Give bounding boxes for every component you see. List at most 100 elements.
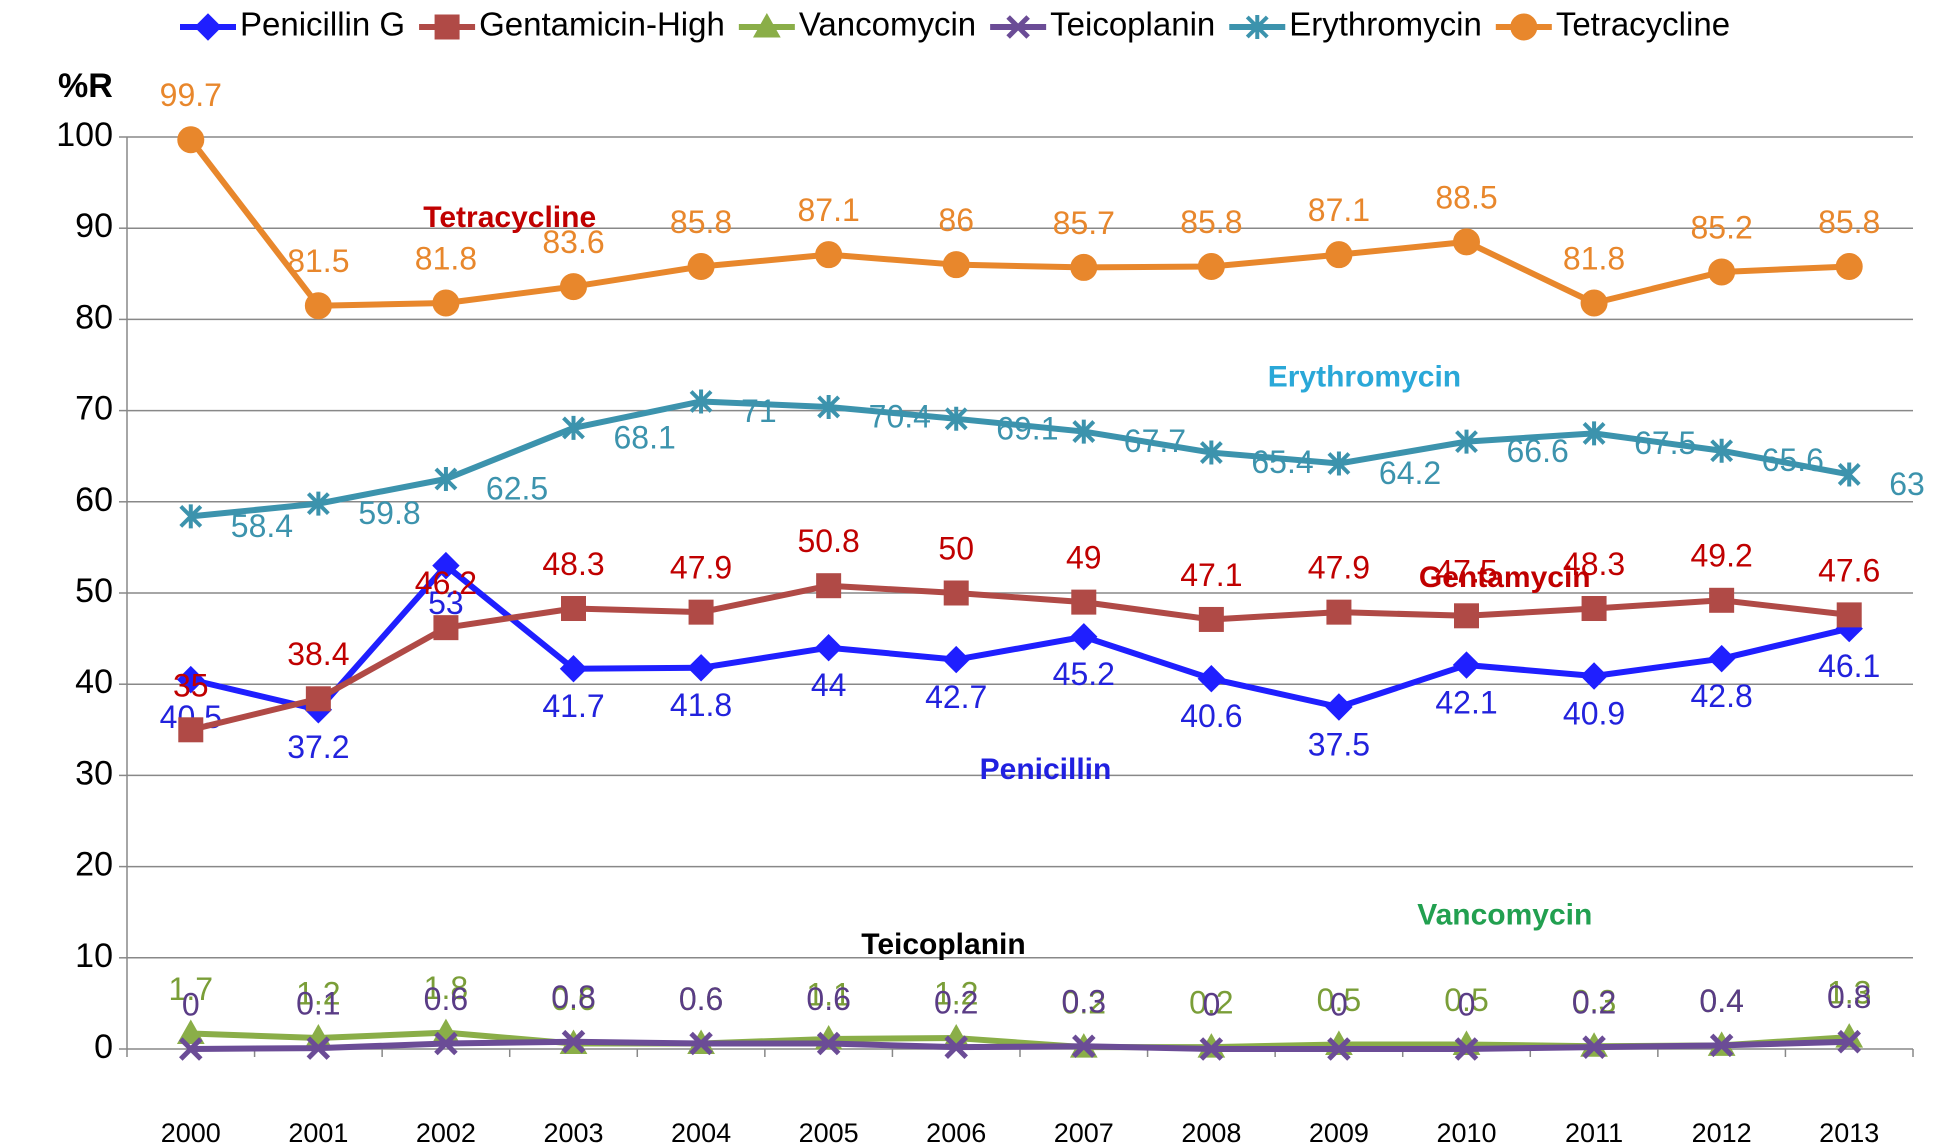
- data-label: 0: [182, 986, 200, 1022]
- y-tick-label: 30: [75, 754, 113, 792]
- x-tick-label: 2003: [543, 1118, 603, 1148]
- marker: [434, 467, 458, 491]
- data-label: 0.2: [1189, 985, 1233, 1021]
- marker: [1198, 606, 1224, 632]
- legend-label: Erythromycin: [1289, 6, 1482, 43]
- marker: [1072, 1034, 1096, 1059]
- marker: [1709, 1033, 1734, 1058]
- x-tick-label: 2004: [671, 1118, 731, 1148]
- series: 35 38.4 46.2 48.3 47.9 50.8 50 49 47.1 47.9 47.5 48…: [173, 523, 1880, 743]
- x-tick-label: 2006: [926, 1118, 986, 1148]
- y-tick-label: 50: [75, 572, 113, 610]
- data-label: 48.3: [542, 546, 604, 582]
- marker: [817, 394, 841, 419]
- marker: [176, 1019, 205, 1044]
- data-label: 58.4: [231, 508, 293, 544]
- legend-label: Gentamicin-High: [479, 6, 725, 43]
- marker: [433, 615, 459, 641]
- data-label: 0.6: [424, 981, 468, 1017]
- marker: [1710, 438, 1734, 463]
- data-label: 81.5: [287, 243, 349, 279]
- data-label: 41.7: [542, 688, 604, 724]
- marker: [1835, 253, 1863, 281]
- data-label: 42.7: [925, 679, 987, 715]
- marker: [305, 686, 331, 712]
- data-label: 85.7: [1053, 205, 1115, 241]
- data-label: 59.8: [358, 495, 420, 531]
- data-label: 66.6: [1507, 433, 1569, 469]
- marker: [1453, 228, 1480, 256]
- data-label: 0.8: [551, 979, 595, 1015]
- data-label: 1.8: [424, 970, 468, 1006]
- marker: [1199, 440, 1223, 465]
- marker: [1197, 253, 1225, 281]
- marker: [179, 504, 203, 529]
- data-label: 38.4: [287, 636, 349, 672]
- annotation: Tetracycline: [423, 201, 596, 234]
- data-label: 70.4: [869, 398, 931, 434]
- line: [190, 582, 1850, 733]
- data-label: 0.6: [551, 981, 595, 1017]
- x-tick-label: 2013: [1819, 1118, 1879, 1148]
- data-label: 47.6: [1818, 552, 1880, 588]
- data-label: 88.5: [1435, 179, 1497, 215]
- y-tick-label: 20: [75, 846, 113, 884]
- marker: [1197, 665, 1226, 693]
- marker: [942, 251, 970, 279]
- marker: [816, 573, 842, 599]
- marker: [177, 665, 205, 694]
- marker: [1327, 451, 1351, 476]
- data-label: 67.7: [1124, 423, 1186, 459]
- marker: [1837, 462, 1861, 487]
- data-label: 0.3: [1062, 984, 1106, 1020]
- marker: [178, 717, 204, 743]
- data-label: 69.1: [996, 410, 1058, 446]
- annotation: Gentamycin: [1419, 561, 1591, 594]
- marker: [687, 253, 715, 281]
- marker: [306, 1036, 331, 1060]
- data-label: 42.8: [1691, 678, 1753, 714]
- data-label: 47.9: [1308, 550, 1370, 586]
- marker: [814, 634, 843, 662]
- data-label: 37.2: [287, 729, 349, 765]
- y-tick-label: 100: [56, 116, 113, 154]
- marker: [1199, 1037, 1224, 1061]
- x-tick-label: 2012: [1692, 1118, 1752, 1148]
- marker: [1071, 589, 1097, 615]
- data-label: 41.8: [670, 687, 732, 723]
- marker: [1454, 603, 1479, 629]
- marker: [562, 415, 585, 440]
- data-label: 68.1: [614, 419, 676, 455]
- data-label: 47.5: [1435, 553, 1497, 589]
- data-label: 47.1: [1180, 557, 1242, 593]
- data-label: 47.9: [670, 550, 732, 586]
- marker: [1072, 419, 1096, 444]
- x-tick-label: 2002: [416, 1118, 476, 1148]
- annotation: Teicoplanin: [861, 928, 1025, 961]
- data-label: 85.2: [1691, 209, 1753, 245]
- marker: [194, 13, 222, 41]
- data-label: 0.6: [806, 981, 850, 1017]
- y-tick-label: 90: [75, 207, 113, 245]
- marker: [177, 126, 205, 154]
- marker: [1070, 623, 1098, 651]
- marker: [434, 1031, 458, 1056]
- x-tick-label: 2009: [1309, 1118, 1369, 1148]
- marker: [432, 551, 460, 580]
- data-label: 86: [938, 202, 974, 238]
- marker: [1325, 693, 1353, 721]
- data-label: 87.1: [798, 192, 860, 228]
- x-tick-label: 2000: [161, 1118, 221, 1148]
- data-label: 64.2: [1379, 455, 1441, 491]
- marker: [561, 596, 586, 622]
- annotation: Vancomycin: [1417, 899, 1592, 932]
- data-label: 62.5: [486, 470, 548, 506]
- data-label: 0.6: [679, 981, 723, 1017]
- data-label: 63: [1889, 466, 1925, 502]
- marker: [1837, 1029, 1861, 1054]
- marker: [1582, 1035, 1606, 1059]
- marker: [432, 289, 460, 317]
- series: 58.4 59.8 62.5 68.1 71 70.4 69.1 67.7 65.4 64.2 66…: [179, 389, 1925, 544]
- data-label: 71: [741, 393, 777, 429]
